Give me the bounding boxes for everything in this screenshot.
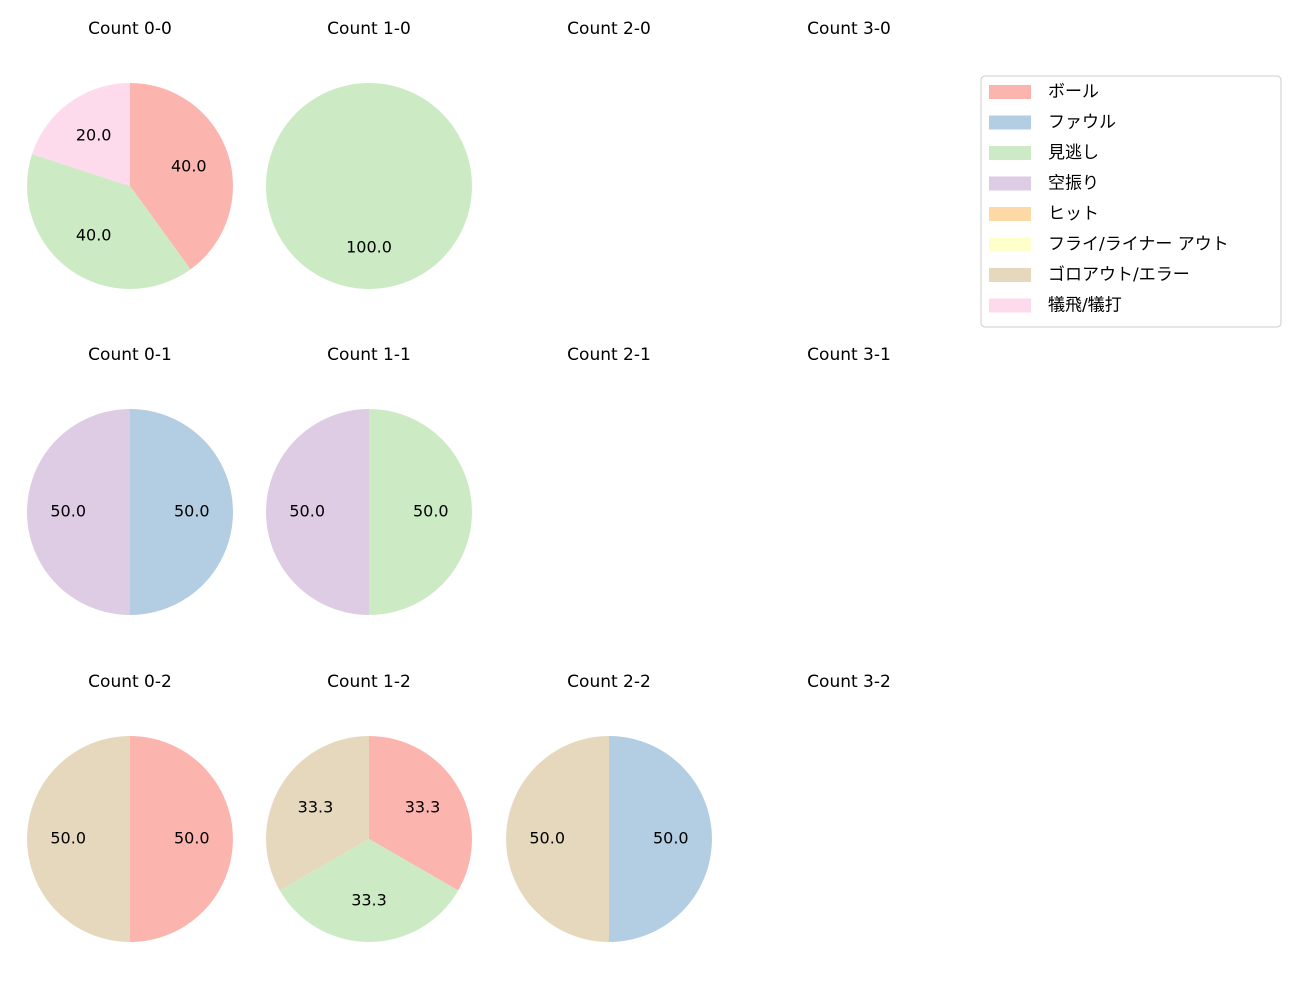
chart-title: Count 1-1 (327, 345, 411, 365)
slice-label: 33.3 (405, 798, 441, 817)
legend-label: フライ/ライナー アウト (1048, 235, 1229, 255)
pie-slice (506, 736, 609, 942)
chart-title: Count 2-1 (567, 345, 651, 365)
slice-label: 20.0 (76, 126, 112, 145)
legend-swatch (989, 115, 1031, 130)
pie-slice (609, 736, 712, 942)
slice-label: 33.3 (351, 890, 387, 909)
legend-label: 空振り (1048, 174, 1099, 194)
legend-swatch (989, 85, 1031, 99)
pie-slice (369, 409, 472, 615)
legend-box (980, 75, 1282, 328)
legend-swatch (989, 146, 1031, 160)
chart-title: Count 2-2 (567, 672, 651, 692)
chart-title: Count 3-1 (807, 345, 891, 365)
pie-slice (266, 736, 369, 891)
pie-slice (130, 83, 233, 270)
slice-label: 33.3 (298, 798, 334, 817)
pie-slice (130, 736, 233, 942)
slice-label: 40.0 (171, 156, 207, 175)
slice-label: 50.0 (50, 829, 86, 848)
legend-label: ヒット (1048, 204, 1099, 224)
legend-label: 見逃し (1048, 143, 1099, 163)
legend-label: ファウル (1048, 113, 1116, 133)
pie-slice (130, 409, 233, 615)
slice-label: 50.0 (653, 829, 689, 848)
legend-swatch (989, 298, 1031, 313)
slice-label: 50.0 (529, 829, 565, 848)
legend-swatch (989, 176, 1031, 191)
pie-slice (27, 154, 191, 289)
pie-slice (27, 409, 130, 615)
slice-label: 50.0 (50, 502, 86, 521)
legend-swatch (989, 268, 1031, 282)
pie-slice (27, 736, 130, 942)
legend-label: ゴロアウト/エラー (1048, 264, 1190, 285)
legend-label: 犠飛/犠打 (1048, 296, 1122, 316)
slice-label: 50.0 (413, 502, 449, 521)
pie-slice (266, 83, 472, 289)
slice-label: 50.0 (174, 829, 210, 848)
chart-title: Count 3-2 (807, 672, 891, 692)
legend-swatch (989, 207, 1031, 221)
chart-title: Count 3-0 (807, 19, 891, 39)
slice-label: 50.0 (174, 502, 210, 521)
chart-title: Count 2-0 (567, 19, 651, 39)
chart-title: Count 1-0 (327, 19, 411, 39)
pie-slice (266, 409, 369, 615)
chart-title: Count 0-1 (88, 345, 172, 365)
chart-title: Count 1-2 (327, 672, 411, 692)
pie-slice (369, 736, 472, 891)
slice-label: 50.0 (289, 502, 325, 521)
chart-title: Count 0-2 (88, 672, 172, 692)
slice-label: 100.0 (346, 237, 392, 256)
chart-title: Count 0-0 (88, 19, 172, 39)
pie-slice (32, 83, 130, 186)
legend-label: ボール (1048, 82, 1099, 102)
legend-swatch (989, 237, 1031, 252)
slice-label: 40.0 (76, 225, 112, 244)
